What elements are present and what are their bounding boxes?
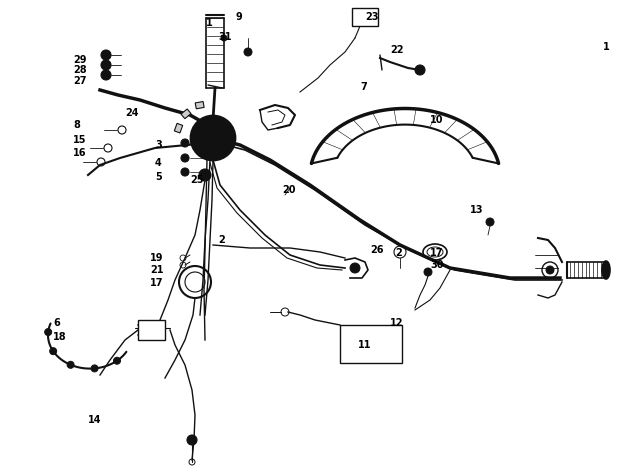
Text: 22: 22 — [390, 45, 403, 55]
Text: 20: 20 — [282, 185, 296, 195]
Text: 21: 21 — [150, 265, 163, 275]
Bar — [138, 320, 165, 340]
Bar — [340, 325, 402, 363]
Text: 2: 2 — [395, 248, 402, 258]
Text: 29: 29 — [73, 55, 87, 65]
Text: 16: 16 — [73, 148, 87, 158]
Text: 15: 15 — [73, 135, 87, 145]
Circle shape — [191, 116, 235, 160]
Text: 10: 10 — [430, 115, 444, 125]
Circle shape — [67, 361, 74, 368]
Circle shape — [101, 60, 111, 70]
Circle shape — [486, 218, 494, 226]
Bar — [352, 8, 378, 26]
Text: 4: 4 — [155, 158, 162, 168]
Text: 31: 31 — [218, 32, 231, 42]
Circle shape — [350, 263, 360, 273]
Text: 11: 11 — [358, 340, 372, 350]
Circle shape — [181, 139, 189, 147]
Text: 9: 9 — [235, 12, 242, 22]
Circle shape — [113, 357, 121, 364]
Bar — [196, 102, 204, 109]
Text: 1: 1 — [603, 42, 610, 52]
Text: 30: 30 — [430, 260, 444, 270]
Circle shape — [101, 70, 111, 80]
Text: 5: 5 — [155, 172, 162, 182]
Circle shape — [91, 365, 98, 372]
Text: 13: 13 — [470, 205, 483, 215]
Text: 27: 27 — [73, 76, 87, 86]
Bar — [181, 109, 191, 119]
Circle shape — [207, 132, 219, 144]
Text: 14: 14 — [88, 415, 101, 425]
Text: 26: 26 — [370, 245, 383, 255]
Text: 3: 3 — [155, 140, 162, 150]
Text: 18: 18 — [53, 332, 67, 342]
Text: 17: 17 — [430, 248, 444, 258]
Text: 23: 23 — [365, 12, 378, 22]
Circle shape — [546, 266, 554, 274]
Text: 8: 8 — [73, 120, 80, 130]
Text: 28: 28 — [73, 65, 87, 75]
Bar — [174, 124, 183, 133]
Text: 1: 1 — [206, 18, 213, 28]
Circle shape — [415, 65, 425, 75]
Circle shape — [187, 435, 197, 445]
Circle shape — [181, 154, 189, 162]
Circle shape — [244, 48, 252, 56]
Text: 6: 6 — [53, 318, 60, 328]
Circle shape — [424, 268, 432, 276]
Text: 2: 2 — [218, 235, 225, 245]
Circle shape — [181, 168, 189, 176]
Text: 12: 12 — [390, 318, 403, 328]
Circle shape — [199, 169, 211, 181]
Circle shape — [101, 50, 111, 60]
Text: 24: 24 — [125, 108, 138, 118]
Text: 7: 7 — [360, 82, 367, 92]
Circle shape — [221, 35, 227, 41]
Ellipse shape — [602, 261, 610, 279]
Text: 19: 19 — [150, 253, 163, 263]
Circle shape — [49, 348, 56, 355]
Text: 25: 25 — [190, 175, 203, 185]
Circle shape — [45, 329, 52, 335]
Text: 17: 17 — [150, 278, 163, 288]
